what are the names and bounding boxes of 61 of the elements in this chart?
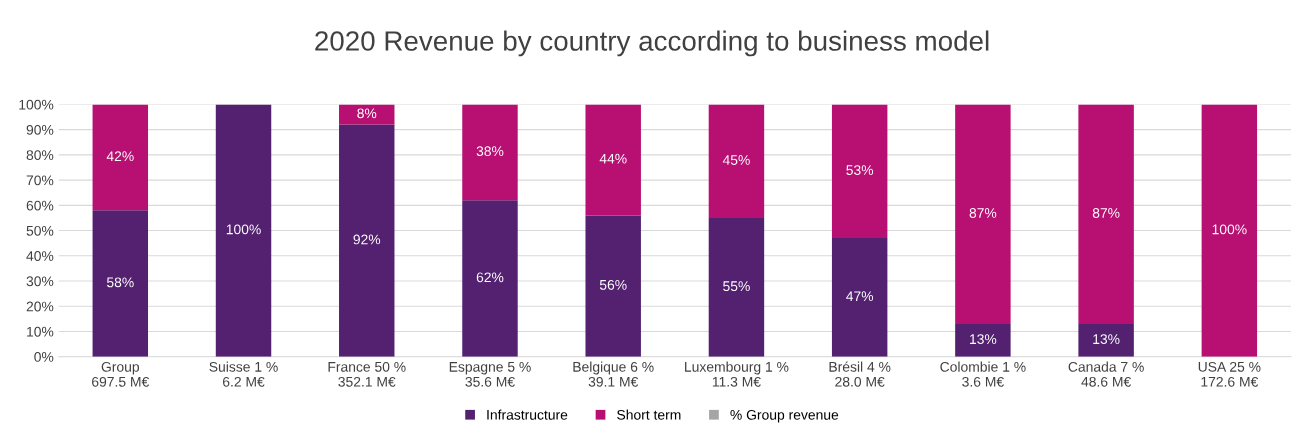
y-tick-label: 20% (26, 301, 54, 312)
bar (1078, 104, 1134, 324)
data-label: 44% (599, 153, 627, 164)
data-label: 58% (106, 277, 134, 288)
bar (462, 104, 518, 201)
data-label: 13% (1093, 334, 1120, 345)
x-tick-label: USA 25 % 172.6 M€ (1198, 361, 1261, 387)
data-label: 47% (846, 291, 874, 302)
bar (831, 104, 888, 239)
bar (339, 104, 395, 125)
bar (215, 104, 272, 357)
legend-label: Short term (617, 409, 681, 420)
bar (585, 215, 641, 357)
bar (708, 104, 765, 218)
y-tick-label: 40% (26, 251, 54, 261)
data-label: 53% (846, 165, 874, 175)
bar (831, 238, 888, 357)
bar (585, 104, 641, 216)
x-tick-label: France 50 % 352.1 M€ (328, 361, 406, 387)
data-label: 92% (353, 234, 381, 245)
data-label: 87% (969, 208, 997, 218)
data-label: 45% (722, 155, 750, 165)
data-label: 13% (970, 334, 997, 345)
y-tick-label: 70% (26, 175, 54, 186)
bar (955, 323, 1011, 357)
y-tick-label: 10% (27, 326, 54, 337)
data-label: 38% (476, 146, 504, 157)
chart-title: 2020 Revenue by country according to business model (315, 30, 989, 57)
legend-label: Infrastructure (487, 409, 568, 420)
x-tick-label: Espagne 5 % 35.6 M€ (449, 361, 531, 387)
y-tick-label: 50% (26, 225, 54, 236)
data-label: 8% (357, 108, 377, 119)
bar (955, 104, 1011, 324)
data-label: 55% (723, 281, 750, 292)
y-tick-label: 100% (19, 99, 54, 110)
bar (92, 210, 149, 357)
y-tick-label: 90% (26, 124, 54, 135)
y-tick-label: 30% (26, 276, 54, 287)
data-label: 42% (106, 151, 134, 162)
bar (1201, 104, 1258, 357)
data-label: 62% (476, 272, 504, 283)
y-tick-label: 60% (26, 200, 54, 211)
x-tick-label: Group 697.5 M€ (92, 361, 150, 387)
x-tick-label: Suisse 1 % 6.2 M€ (209, 361, 278, 387)
bar (1078, 323, 1134, 357)
x-tick-label: Canada 7 % 48.6 M€ (1068, 361, 1144, 387)
bar (462, 200, 518, 357)
x-tick-label: Luxembourg 1 % 11.3 M€ (685, 361, 789, 387)
data-label: 87% (1092, 208, 1120, 218)
y-tick-label: 0% (34, 352, 54, 362)
x-tick-label: Colombie 1 % 3.6 M€ (940, 361, 1026, 387)
data-label: 100% (226, 224, 261, 235)
y-tick-label: 80% (26, 150, 54, 161)
bar (708, 217, 765, 357)
x-tick-label: Belgique 6 % 39.1 M€ (573, 361, 654, 387)
bar (339, 124, 395, 357)
bar (92, 104, 149, 211)
data-label: 56% (599, 279, 627, 290)
x-tick-label: Brésil 4 % 28.0 M€ (829, 361, 891, 387)
data-label: 100% (1212, 224, 1247, 235)
legend-label: % Group revenue (730, 409, 839, 423)
